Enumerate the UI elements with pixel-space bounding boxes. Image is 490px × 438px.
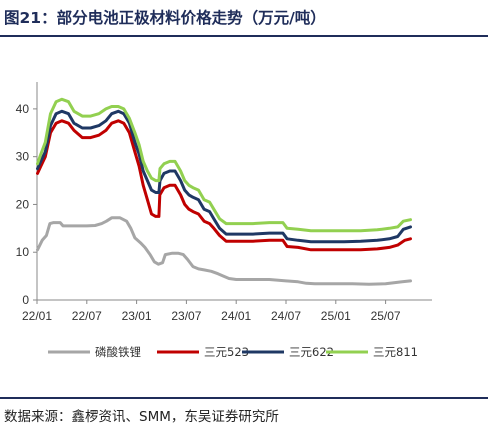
x-tick-label: 24/07	[271, 309, 301, 323]
x-tick-label: 22/01	[22, 309, 52, 323]
chart-series	[36, 97, 412, 286]
x-tick-label: 24/01	[221, 309, 251, 323]
y-tick-label: 40	[16, 102, 30, 116]
y-tick-label: 20	[16, 197, 30, 211]
y-tick-label: 10	[16, 245, 30, 259]
x-tick-label: 22/07	[72, 309, 102, 323]
legend-label-4: 三元811	[373, 345, 418, 359]
series-line-2	[36, 119, 412, 252]
chart-axes: 0 10 20 30 40 22/01 22/07 23/01 23/07 24/01 24/07 2…	[16, 82, 432, 323]
top-rule	[0, 35, 488, 37]
figure-title: 图21：部分电池正极材料价格走势（万元/吨）	[4, 9, 326, 27]
y-tick-label: 30	[16, 150, 30, 164]
series-line-1	[36, 216, 412, 286]
legend-label-2: 三元523	[204, 345, 249, 359]
source-note: 数据来源：鑫椤资讯、SMM，东吴证券研究所	[4, 409, 279, 425]
y-tick-label: 0	[22, 293, 29, 307]
price-line-chart: 0 10 20 30 40 22/01 22/07 23/01 23/07 24/01 24/07 2…	[16, 82, 432, 359]
series-line-4	[36, 97, 412, 233]
x-tick-label: 23/07	[171, 309, 201, 323]
bottom-rule	[0, 397, 488, 399]
chart-legend: 磷酸铁锂 三元523 三元622 三元811	[48, 345, 418, 359]
x-tick-label: 25/01	[321, 309, 351, 323]
legend-label-1: 磷酸铁锂	[95, 345, 141, 359]
legend-label-3: 三元622	[289, 345, 334, 359]
x-tick-label: 25/07	[371, 309, 401, 323]
series-line-3	[36, 109, 412, 244]
x-tick-label: 23/01	[122, 309, 152, 323]
